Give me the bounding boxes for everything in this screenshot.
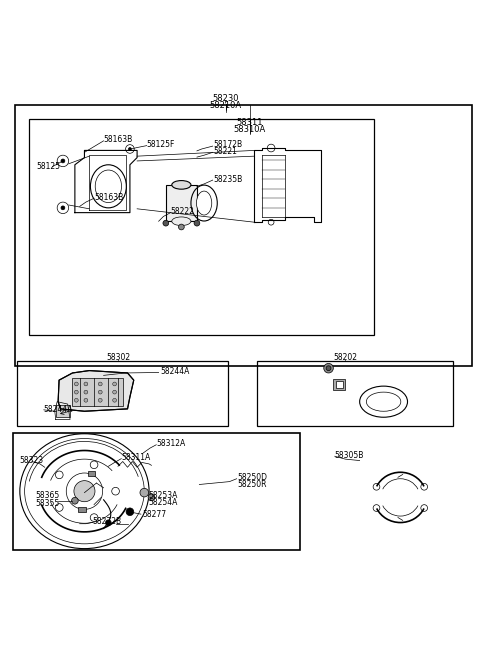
Bar — [56, 405, 70, 417]
Bar — [166, 185, 197, 221]
Text: 58365: 58365 — [35, 491, 60, 500]
Bar — [17, 361, 228, 426]
Text: 58250D: 58250D — [238, 474, 268, 482]
Circle shape — [126, 508, 134, 515]
Circle shape — [56, 504, 63, 512]
Circle shape — [194, 220, 200, 226]
Circle shape — [90, 461, 98, 468]
Circle shape — [61, 206, 65, 210]
Ellipse shape — [172, 181, 191, 189]
Text: 58125F: 58125F — [147, 140, 175, 149]
Circle shape — [72, 497, 78, 504]
Ellipse shape — [366, 392, 401, 411]
Circle shape — [129, 147, 132, 151]
Text: 58302: 58302 — [106, 352, 130, 362]
Circle shape — [84, 398, 88, 402]
Circle shape — [179, 224, 184, 230]
Circle shape — [90, 514, 98, 521]
Bar — [72, 378, 123, 405]
Text: 58254A: 58254A — [148, 498, 178, 507]
Text: 58230: 58230 — [212, 94, 239, 103]
Text: 58202: 58202 — [333, 352, 357, 362]
Circle shape — [98, 398, 102, 402]
Bar — [12, 433, 300, 550]
Bar — [15, 105, 472, 365]
Circle shape — [140, 489, 149, 497]
Text: 58311: 58311 — [236, 118, 263, 127]
Bar — [29, 119, 374, 335]
Text: 58305B: 58305B — [335, 451, 364, 460]
Bar — [88, 470, 96, 476]
Circle shape — [106, 520, 111, 526]
Circle shape — [113, 382, 117, 386]
Text: 58272B: 58272B — [93, 517, 122, 526]
Circle shape — [74, 481, 95, 502]
Circle shape — [84, 382, 88, 386]
Circle shape — [74, 390, 78, 394]
Circle shape — [84, 390, 88, 394]
Text: 58163B: 58163B — [94, 193, 123, 202]
Text: 58210A: 58210A — [210, 102, 242, 111]
Text: 58253A: 58253A — [148, 491, 178, 500]
Circle shape — [326, 365, 331, 371]
Text: 58172B: 58172B — [214, 140, 243, 149]
Text: 58244A: 58244A — [44, 405, 73, 415]
Circle shape — [324, 364, 333, 373]
Text: 58277: 58277 — [142, 510, 166, 519]
Bar — [257, 361, 453, 426]
Circle shape — [112, 487, 120, 495]
Bar — [336, 381, 343, 388]
Text: 58221: 58221 — [214, 147, 238, 156]
Circle shape — [74, 398, 78, 402]
Ellipse shape — [196, 191, 212, 215]
Circle shape — [74, 382, 78, 386]
Circle shape — [113, 390, 117, 394]
Text: 58323: 58323 — [19, 456, 43, 465]
Text: 58310A: 58310A — [233, 125, 266, 134]
Ellipse shape — [95, 170, 121, 202]
Circle shape — [148, 494, 155, 501]
Text: 58250R: 58250R — [238, 481, 267, 489]
Circle shape — [163, 220, 168, 226]
Text: 58125: 58125 — [36, 162, 60, 171]
Circle shape — [56, 471, 63, 479]
Circle shape — [66, 473, 103, 510]
Bar — [78, 506, 86, 512]
Circle shape — [113, 398, 117, 402]
Text: 58244A: 58244A — [160, 367, 190, 376]
Circle shape — [98, 382, 102, 386]
Text: 58311A: 58311A — [121, 453, 151, 462]
Text: 58235B: 58235B — [214, 175, 243, 183]
Polygon shape — [58, 371, 134, 411]
Circle shape — [98, 390, 102, 394]
Text: 58163B: 58163B — [104, 135, 133, 144]
Text: 58312A: 58312A — [156, 440, 185, 448]
Bar — [333, 379, 345, 390]
Circle shape — [61, 159, 65, 163]
Text: 58222: 58222 — [170, 207, 194, 216]
Ellipse shape — [172, 217, 191, 225]
Text: 58355: 58355 — [35, 498, 60, 508]
